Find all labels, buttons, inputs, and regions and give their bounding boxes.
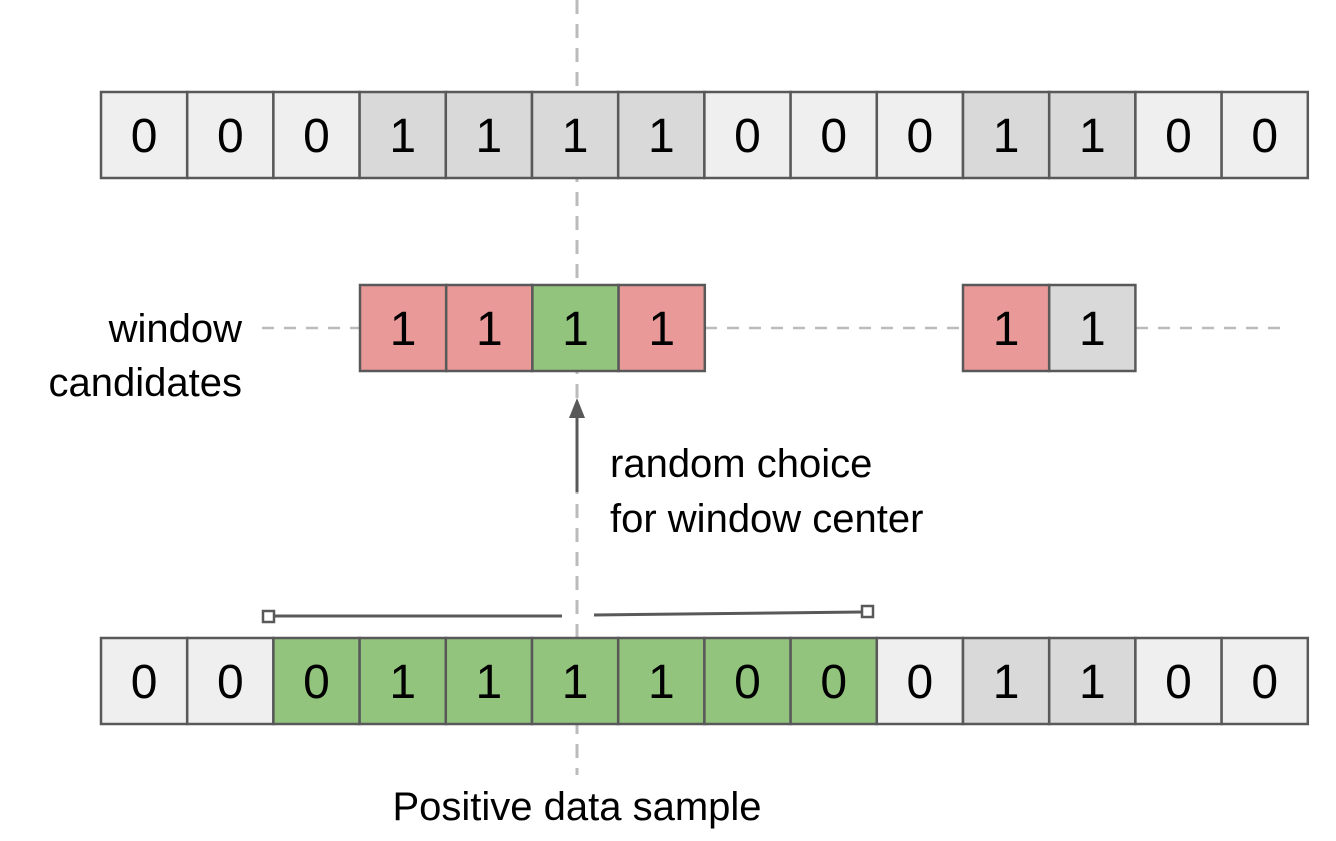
candidate-a-cell-value: 1 <box>648 303 675 356</box>
top-sequence-cell-value: 0 <box>1165 110 1192 163</box>
bottom-sequence-cell <box>185 636 275 726</box>
bottom-sequence-cell <box>99 636 189 726</box>
bottom-sequence-cell-value: 0 <box>907 656 934 709</box>
top-sequence-cell <box>272 90 361 180</box>
window-candidates-label-line1: window <box>108 307 243 351</box>
positive-data-sample-caption: Positive data sample <box>392 785 761 829</box>
candidate-b-cell <box>1047 283 1137 373</box>
top-sequence-cell-value: 0 <box>734 110 761 163</box>
top-sequence-cell <box>961 90 1051 180</box>
top-sequence-cell <box>875 90 965 180</box>
bottom-sequence-cell-value: 1 <box>1079 656 1106 709</box>
top-sequence-cell-value: 1 <box>476 110 503 163</box>
window-bracket-right <box>593 610 863 617</box>
bottom-sequence-cell-value: 0 <box>217 656 244 709</box>
candidate-a-cell <box>444 283 534 373</box>
candidate-a-cell-value: 1 <box>562 303 589 356</box>
random-choice-arrow-head <box>569 398 585 418</box>
bottom-sequence-cell-value: 0 <box>1251 656 1278 709</box>
candidate-a-cell-value: 1 <box>390 303 417 356</box>
bottom-sequence-cell-value: 0 <box>303 656 330 709</box>
bottom-sequence-cell-value: 0 <box>131 656 158 709</box>
top-sequence-cell <box>1047 90 1137 180</box>
candidate-a-cell <box>531 283 620 373</box>
bottom-sequence-cell <box>703 636 792 726</box>
bottom-sequence-cell-value: 1 <box>993 656 1020 709</box>
top-sequence-cell-value: 1 <box>648 110 675 163</box>
annotation-line2: for window center <box>610 497 923 541</box>
window-candidates-label-line2: candidates <box>49 361 242 405</box>
top-sequence-cell-value: 1 <box>1079 110 1106 163</box>
top-sequence-cell-value: 0 <box>217 110 244 163</box>
bottom-sequence-cell-value: 1 <box>476 656 503 709</box>
top-sequence-cell-value: 0 <box>1251 110 1278 163</box>
bottom-sequence-cell <box>530 636 620 726</box>
window-bracket-right-handle <box>860 604 875 619</box>
bottom-sequence-cell <box>358 636 448 726</box>
top-sequence-cell-value: 0 <box>907 110 934 163</box>
bottom-sequence: 0 0 0 1 1 1 1 0 0 0 1 1 0 0 <box>99 636 1310 726</box>
bottom-sequence-cell-value: 0 <box>820 656 847 709</box>
candidate-a-cell <box>358 283 448 373</box>
candidate-a-cell-value: 1 <box>476 303 503 356</box>
top-sequence-cell <box>1220 90 1310 180</box>
bottom-sequence-cell-value: 1 <box>389 656 416 709</box>
candidate-b-cell-value: 1 <box>1079 303 1106 356</box>
bottom-sequence-cell <box>1220 636 1310 726</box>
top-sequence-cell <box>358 90 448 180</box>
candidate-a-cell <box>617 283 707 373</box>
bottom-sequence-cell <box>444 636 534 726</box>
top-sequence: 0 0 0 1 1 1 1 0 0 0 1 1 0 0 <box>99 90 1310 180</box>
candidate-b-cell-value: 1 <box>993 303 1020 356</box>
top-sequence-cell <box>789 90 879 180</box>
bottom-sequence-cell <box>616 636 706 726</box>
top-sequence-cell-value: 1 <box>993 110 1020 163</box>
top-sequence-cell <box>530 90 620 180</box>
top-sequence-cell-value: 1 <box>562 110 589 163</box>
bottom-sequence-cell-value: 0 <box>734 656 761 709</box>
top-sequence-cell <box>703 90 792 180</box>
bottom-sequence-cell <box>789 636 879 726</box>
bottom-sequence-cell <box>875 636 965 726</box>
window-bracket-left-handle <box>261 609 276 624</box>
top-sequence-cell-value: 0 <box>820 110 847 163</box>
annotation-line1: random choice <box>610 442 872 486</box>
top-sequence-cell-value: 0 <box>303 110 330 163</box>
top-sequence-cell-value: 1 <box>389 110 416 163</box>
window-candidates-group-a: 1 1 1 1 <box>358 283 707 373</box>
bottom-sequence-cell-value: 1 <box>562 656 589 709</box>
bottom-sequence-cell-value: 1 <box>648 656 675 709</box>
top-sequence-cell-value: 0 <box>131 110 158 163</box>
bottom-sequence-cell-value: 0 <box>1165 656 1192 709</box>
top-sequence-cell <box>616 90 706 180</box>
